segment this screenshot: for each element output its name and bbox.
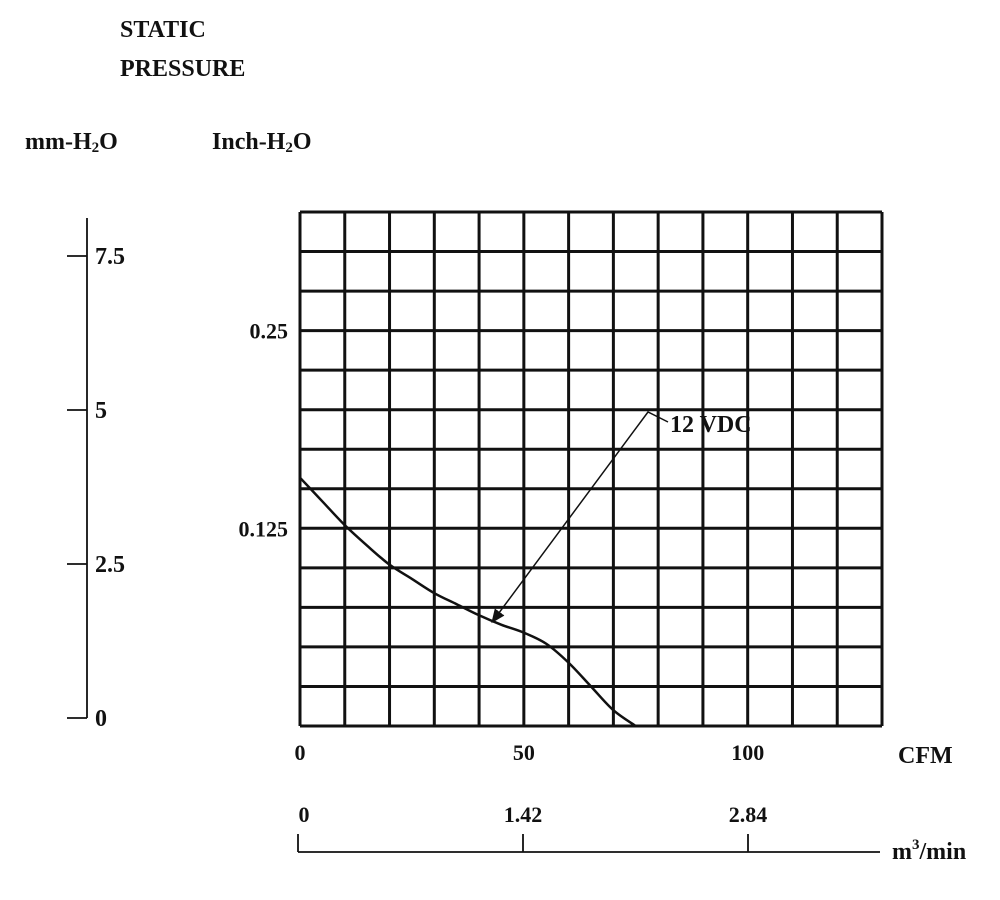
m3-min-unit-label: m3/min <box>892 837 967 865</box>
chart-grid <box>298 210 884 728</box>
chart-title-line-2: PRESSURE <box>120 56 246 82</box>
m3-min-axis: 0 1.42 2.84 <box>297 802 880 853</box>
inch-h2o-tick-label: 0.25 <box>250 319 289 344</box>
cfm-tick-label: 50 <box>513 740 535 765</box>
mm-h2o-axis: 7.5 5 2.5 0 <box>67 218 125 732</box>
m3-min-tick-label: 0 <box>299 802 310 827</box>
cfm-unit-label: CFM <box>898 743 953 769</box>
mm-h2o-tick-label: 0 <box>95 706 107 732</box>
series-layer: 12 VDC <box>299 411 752 728</box>
mm-h2o-axis-label: mm-H2O <box>25 129 118 156</box>
cfm-tick-label: 100 <box>731 740 764 765</box>
mm-h2o-tick-label: 2.5 <box>95 552 125 578</box>
m3-min-tick-label: 2.84 <box>729 802 768 827</box>
m3-min-tick-label: 1.42 <box>504 802 543 827</box>
mm-h2o-tick-label: 5 <box>95 398 107 424</box>
inch-h2o-tick-labels: 0.25 0.125 <box>239 319 289 542</box>
mm-h2o-tick-label: 7.5 <box>95 244 125 270</box>
inch-h2o-tick-label: 0.125 <box>239 516 289 541</box>
annotation-leader-arrow <box>491 411 669 624</box>
cfm-tick-label: 0 <box>295 740 306 765</box>
inch-h2o-axis-label: Inch-H2O <box>212 129 312 156</box>
series-annotation-label: 12 VDC <box>670 412 752 438</box>
cfm-tick-labels: 0 50 100 <box>295 740 765 765</box>
series-line-12vdc <box>299 476 637 728</box>
chart-title-line-1: STATIC <box>120 17 206 43</box>
